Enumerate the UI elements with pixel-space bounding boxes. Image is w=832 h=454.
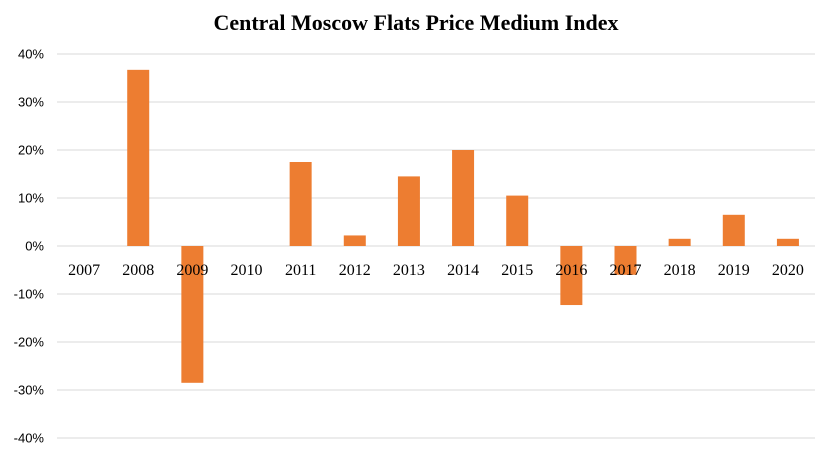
bar-2018 (668, 238, 691, 246)
x-tick-label: 2020 (772, 262, 804, 279)
bar-2019 (722, 214, 745, 246)
y-tick-label: 10% (18, 191, 44, 206)
y-tick-label: 20% (18, 143, 44, 158)
bar-2011 (289, 162, 312, 246)
x-tick-label: 2011 (285, 262, 316, 279)
bar-2020 (776, 238, 799, 246)
bar-2013 (397, 176, 420, 246)
bar-2008 (127, 69, 150, 246)
bar-2014 (452, 150, 475, 246)
x-tick-label: 2016 (555, 262, 587, 279)
x-tick-label: 2018 (664, 262, 696, 279)
y-tick-label: -40% (14, 431, 45, 446)
x-tick-label: 2019 (718, 262, 750, 279)
y-tick-label: 40% (18, 47, 44, 62)
y-tick-label: -30% (14, 383, 45, 398)
bar-2015 (506, 195, 529, 246)
bar-2016 (560, 246, 583, 306)
x-tick-label: 2010 (231, 262, 263, 279)
x-tick-label: 2013 (393, 262, 425, 279)
bars (127, 69, 799, 383)
bar-2017 (614, 246, 637, 275)
bar-2012 (343, 235, 366, 246)
x-tick-label: 2017 (610, 262, 642, 279)
y-tick-label: 30% (18, 95, 44, 110)
y-tick-label: 0% (25, 239, 44, 254)
y-tick-label: -20% (14, 335, 45, 350)
x-tick-label: 2008 (122, 262, 154, 279)
x-tick-label: 2015 (501, 262, 533, 279)
x-tick-label: 2014 (447, 262, 479, 279)
gridlines (57, 53, 815, 439)
x-tick-label: 2012 (339, 262, 371, 279)
chart-title: Central Moscow Flats Price Medium Index (213, 10, 619, 35)
x-tick-label: 2009 (176, 262, 208, 279)
y-tick-label: -10% (14, 287, 45, 302)
x-tick-label: 2007 (68, 262, 100, 279)
bar-2009 (181, 246, 204, 383)
